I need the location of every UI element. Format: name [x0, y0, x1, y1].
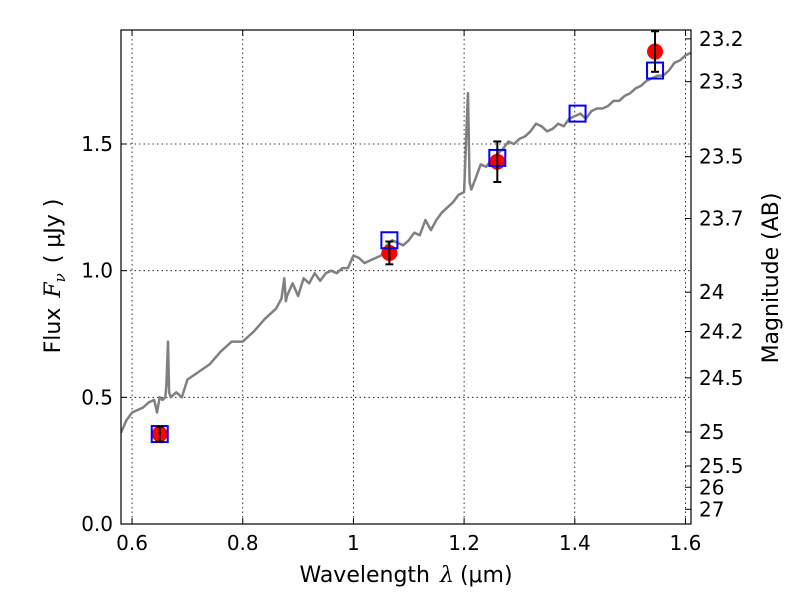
right-tick-label: 23.5 — [699, 145, 744, 169]
right-tick-label: 27 — [699, 497, 724, 521]
spectrum-layer — [121, 51, 691, 434]
model-point — [568, 104, 587, 123]
right-tick-label: 23.3 — [699, 70, 744, 94]
plot-frame — [120, 29, 692, 525]
photometry-layer — [150, 30, 665, 444]
right-tick-label: 24.5 — [699, 366, 744, 390]
right-tick-label: 25 — [699, 420, 724, 444]
x-axis-title: Wavelength λ (μm) — [299, 563, 512, 588]
y-tick-label: 0.0 — [81, 512, 113, 536]
y-axis-title: FluxFν( μJy ) — [41, 199, 69, 354]
x-tick-label: 1.4 — [559, 531, 591, 555]
right-tick-label: 24.2 — [699, 319, 744, 343]
right-tick-label: 23.2 — [699, 27, 744, 51]
right-tick-label: 26 — [699, 475, 724, 499]
right-tick-label: 25.5 — [699, 454, 744, 478]
y-tick-label: 0.5 — [81, 385, 113, 409]
right-axis-title: Magnitude (AB) — [759, 193, 784, 364]
x-tick-label: 0.8 — [227, 531, 259, 555]
spectrum-line — [121, 51, 691, 434]
grid — [121, 30, 691, 525]
ticks: 0.6 0.8 1 1.2 1.4 1.6 0.0 0.5 1.0 1.5 23.2 23.3 23.5… — [81, 27, 743, 555]
x-tick-label: 1 — [347, 531, 360, 555]
right-tick-label: 24 — [699, 280, 724, 304]
x-tick-label: 0.6 — [116, 531, 148, 555]
x-tick-label: 1.6 — [670, 531, 702, 555]
x-tick-label: 1.2 — [448, 531, 480, 555]
y-tick-label: 1.0 — [81, 259, 113, 283]
right-tick-label: 23.7 — [699, 206, 744, 230]
y-tick-label: 1.5 — [81, 132, 113, 156]
